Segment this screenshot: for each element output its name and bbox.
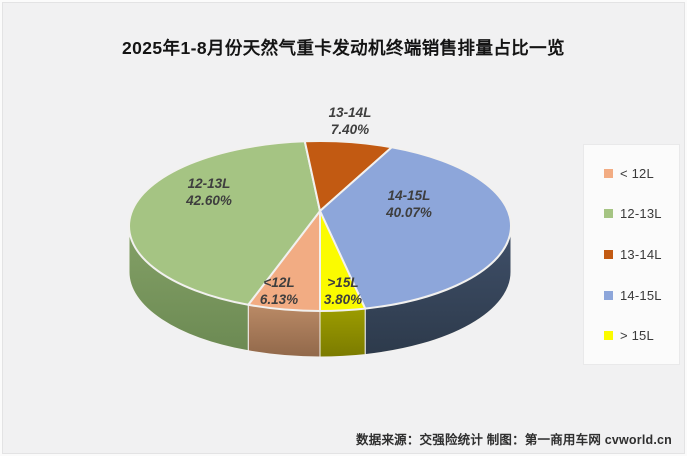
slice-label-name-13-14L: 13-14L — [329, 105, 372, 120]
pie-slice-side-<12L — [247, 304, 321, 358]
source-note: 数据来源：交强险统计 制图：第一商用车网 cvworld.cn — [356, 433, 672, 447]
slice-label-name-12-13L: 12-13L — [188, 176, 231, 191]
legend-swatch-13-14L — [604, 249, 613, 259]
legend-item-<12L: < 12L — [604, 166, 679, 181]
legend-swatch-<12L — [604, 168, 613, 178]
slice-label-pct->15L: 3.80% — [324, 292, 362, 307]
slice-label-pct-13-14L: 7.40% — [331, 122, 369, 137]
slice-label-pct-<12L: 6.13% — [260, 292, 298, 307]
legend-swatch-12-13L — [604, 209, 613, 219]
pie-slice-side->15L — [319, 308, 366, 358]
chart-title: 2025年1-8月份天然气重卡发动机终端销售排量占比一览 — [122, 38, 565, 58]
legend-swatch-14-15L — [604, 290, 613, 300]
legend-label-13-14L: 13-14L — [620, 246, 662, 262]
legend-item-13-14L: 13-14L — [604, 247, 679, 262]
legend-item-12-13L: 12-13L — [604, 206, 679, 221]
slice-label-name-<12L: <12L — [263, 275, 294, 290]
slice-label-pct-14-15L: 40.07% — [385, 205, 432, 220]
slice-label-pct-12-13L: 42.60% — [185, 193, 232, 208]
legend-label->15L: > 15L — [620, 328, 654, 344]
slice-label-name-14-15L: 14-15L — [388, 188, 431, 203]
legend-swatch->15L — [604, 331, 613, 341]
legend-label-14-15L: 14-15L — [620, 287, 662, 303]
legend-label-<12L: < 12L — [620, 165, 654, 181]
legend-label-12-13L: 12-13L — [620, 206, 662, 222]
pie-slice-12-13L — [128, 140, 321, 306]
legend-item-14-15L: 14-15L — [604, 288, 679, 303]
legend: < 12L 12-13L 13-14L 14-15L > 15L — [583, 144, 680, 365]
pie-slice-14-15L — [319, 146, 512, 310]
pie-slice->15L — [319, 210, 367, 312]
slice-label-name->15L: >15L — [327, 275, 358, 290]
legend-item->15L: > 15L — [604, 328, 679, 343]
